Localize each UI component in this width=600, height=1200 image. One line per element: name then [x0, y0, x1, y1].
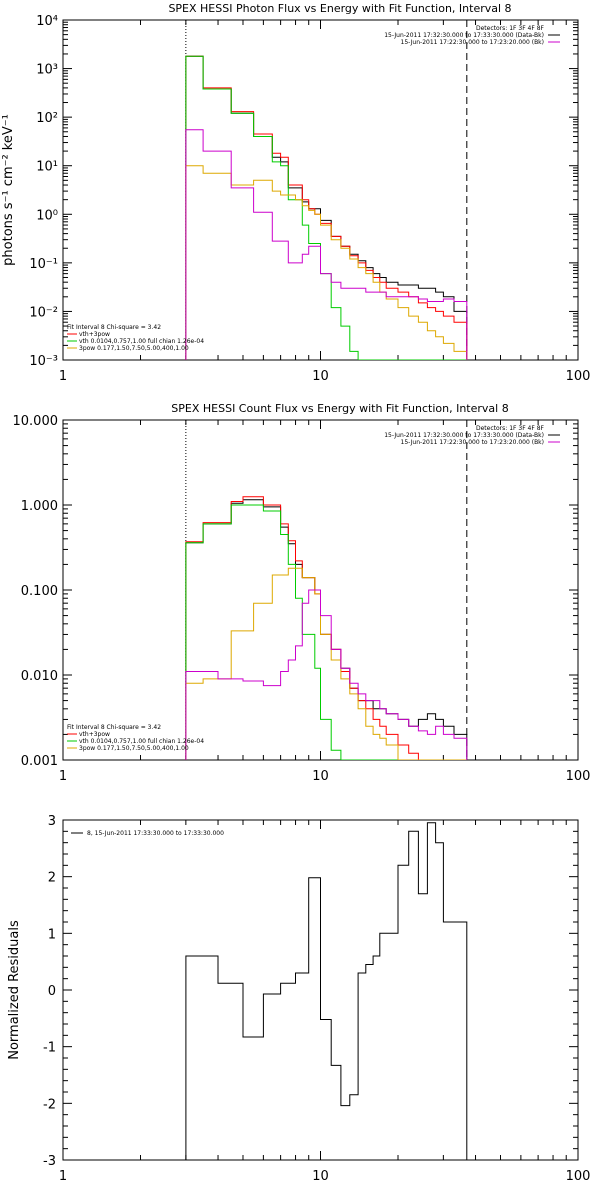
count-flux-ytick-label: 0.010 — [21, 669, 58, 684]
photon-flux-series-3 — [185, 165, 468, 360]
count-flux-xtick-label: 10 — [312, 769, 329, 784]
residuals-xtick-label: 100 — [566, 1169, 591, 1184]
photon-flux-ytick-label: 10² — [36, 111, 58, 126]
residuals-xtick-label: 10 — [312, 1169, 329, 1184]
photon-flux-title: SPEX HESSI Photon Flux vs Energy with Fi… — [168, 2, 511, 15]
photon-flux-ytick-label: 10⁰ — [36, 208, 58, 223]
photon-flux-ytick-label: 10¹ — [36, 160, 58, 175]
residuals-ytick-label: -3 — [43, 1154, 56, 1169]
count-flux-ytick-label: 0.100 — [21, 584, 58, 599]
residuals-series-0 — [185, 822, 468, 1160]
photon-flux-series-2 — [185, 55, 467, 360]
photon-flux-panel: SPEX HESSI Photon Flux vs Energy with Fi… — [1, 2, 590, 384]
photon-flux-xtick-label: 10 — [312, 369, 329, 384]
count-flux-legend-text: Detectors: 1F 3F 4F 8F — [476, 425, 545, 432]
count-flux-ytick-label: 1.000 — [21, 499, 58, 514]
count-flux-series-2 — [185, 504, 467, 760]
count-flux-title: SPEX HESSI Count Flux vs Energy with Fit… — [171, 402, 508, 415]
count-flux-xtick-label: 1 — [59, 769, 67, 784]
photon-flux-legend-text: Detectors: 1F 3F 4F 8F — [476, 25, 545, 32]
residuals-legend-text: 8, 15-Jun-2011 17:33:30.000 to 17:33:30.… — [87, 830, 224, 837]
photon-flux-ytick-label: 10⁴ — [36, 14, 58, 29]
photon-flux-legend-text: 15-Jun-2011 17:32:30.000 to 17:33:30.000… — [384, 32, 544, 39]
count-flux-panel: SPEX HESSI Count Flux vs Energy with Fit… — [13, 402, 591, 784]
photon-flux-legend-text: vth+3pow — [79, 331, 110, 338]
count-flux-xtick-label: 100 — [566, 769, 591, 784]
photon-flux-ytick-label: 10⁻² — [29, 305, 58, 320]
residuals-ylabel: Normalized Residuals — [7, 920, 22, 1060]
residuals-ytick-label: -2 — [43, 1097, 56, 1112]
count-flux-legend-text: 15-Jun-2011 17:22:30.000 to 17:23:20.000… — [401, 439, 544, 446]
count-flux-legend-text: vth+3pow — [79, 731, 110, 738]
photon-flux-legend-text: vth 0.0104,0.757,1.00 full chian 1.26e-0… — [79, 338, 204, 345]
residuals-ytick-label: 0 — [48, 984, 56, 999]
residuals-xtick-label: 1 — [59, 1169, 67, 1184]
count-flux-series-4 — [185, 589, 468, 760]
photon-flux-xtick-label: 1 — [59, 369, 67, 384]
photon-flux-ytick-label: 10⁻³ — [29, 354, 58, 369]
count-flux-legend-text: 3pow 0.177,1.50,7.50,5.00,400,1.00 — [79, 745, 189, 752]
count-flux-ytick-label: 10.000 — [13, 414, 59, 429]
residuals-ytick-label: -1 — [43, 1041, 56, 1056]
count-flux-legend-text: Fit Interval 8 Chi-square = 3.42 — [67, 724, 161, 731]
photon-flux-legend-text: 3pow 0.177,1.50,7.50,5.00,400,1.00 — [79, 345, 189, 352]
residuals-panel: Normalized Residuals 1 10 100 -3 -2 -1 0 1 2 3 8, … — [7, 814, 590, 1184]
count-flux-ytick-label: 0.001 — [21, 754, 58, 769]
photon-flux-ylabel: photons s⁻¹ cm⁻² keV⁻¹ — [1, 114, 16, 266]
residuals-ytick-label: 1 — [48, 927, 56, 942]
photon-flux-ytick-label: 10⁻¹ — [29, 257, 58, 272]
residuals-ytick-label: 3 — [48, 814, 56, 829]
count-flux-legend-text: vth 0.0104,0.757,1.00 full chian 1.26e-0… — [79, 738, 204, 745]
photon-flux-legend-text: 15-Jun-2011 17:22:30.000 to 17:23:20.000… — [401, 39, 544, 46]
count-flux-legend-text: 15-Jun-2011 17:32:30.000 to 17:33:30.000… — [384, 432, 544, 439]
photon-flux-legend-text: Fit Interval 8 Chi-square = 3.42 — [67, 324, 161, 331]
photon-flux-series-4 — [185, 129, 468, 360]
photon-flux-ytick-label: 10³ — [36, 63, 58, 78]
photon-flux-xtick-label: 100 — [566, 369, 591, 384]
residuals-ytick-label: 2 — [48, 871, 56, 886]
